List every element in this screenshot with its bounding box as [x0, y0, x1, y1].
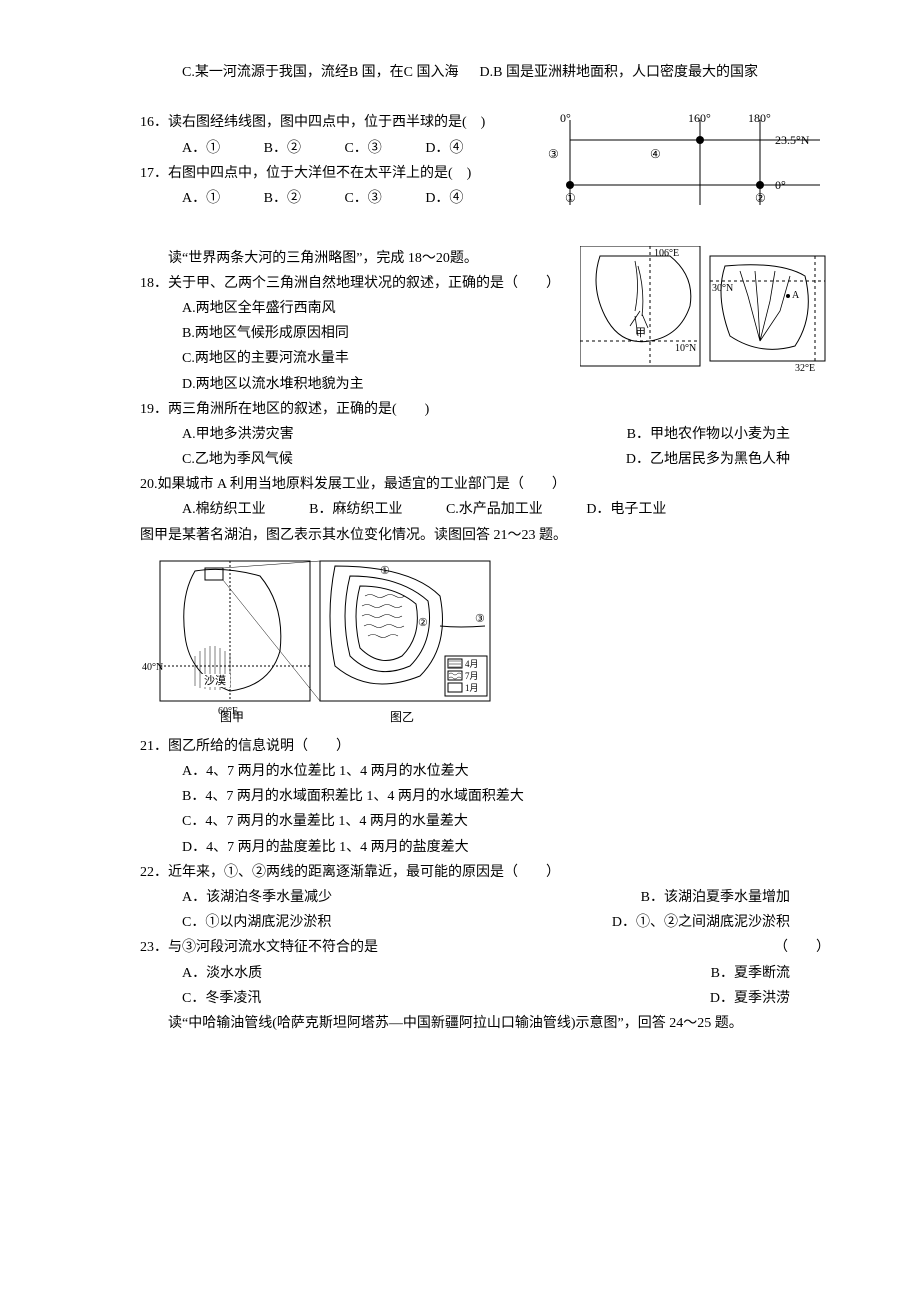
svg-text:①: ①: [565, 191, 576, 205]
q20-optC: C.水产品加工业: [446, 497, 543, 522]
q21-optD: D．4、7 两月的盐度差比 1、4 两月的盐度差大: [140, 835, 830, 860]
svg-text:180°: 180°: [748, 111, 771, 125]
svg-text:40°N: 40°N: [142, 662, 163, 673]
svg-text:106°E: 106°E: [654, 248, 679, 259]
q22-optD: D．①、②之间湖底泥沙淤积: [612, 910, 790, 935]
q22-optA: A．该湖泊冬季水量减少: [182, 885, 332, 910]
q22-optB: B．该湖泊夏季水量增加: [641, 885, 790, 910]
svg-text:图乙: 图乙: [390, 710, 414, 724]
svg-text:③: ③: [548, 147, 559, 161]
svg-text:①: ①: [380, 565, 390, 577]
svg-text:④: ④: [650, 147, 661, 161]
q19-row1: A.甲地多洪涝灾害 B．甲地农作物以小麦为主: [140, 422, 830, 447]
svg-text:②: ②: [755, 191, 766, 205]
q23-stem: 23．与③河段河流水文特征不符合的是: [140, 935, 774, 960]
svg-text:②: ②: [418, 617, 428, 629]
q16-options: A．① B．② C．③ D．④: [140, 136, 522, 161]
q23-row2: C．冬季凌汛 D．夏季洪涝: [140, 986, 830, 1011]
svg-text:0°: 0°: [560, 111, 571, 125]
q19-optC: C.乙地为季风气候: [182, 447, 293, 472]
q17-optC: C．③: [344, 186, 381, 211]
svg-text:7月: 7月: [465, 671, 479, 681]
q17-optB: B．②: [264, 186, 301, 211]
q19-optB: B．甲地农作物以小麦为主: [627, 422, 790, 447]
q16-optA: A．①: [182, 136, 220, 161]
svg-text:沙漠: 沙漠: [204, 674, 226, 687]
svg-text:③: ③: [475, 613, 485, 625]
q20-optD: D．电子工业: [586, 497, 666, 522]
q22-stem: 22．近年来，①、②两线的距离逐渐靠近，最可能的原因是（ ）: [140, 860, 830, 885]
q21-optC: C．4、7 两月的水量差比 1、4 两月的水量差大: [140, 809, 830, 834]
q23-row1: A．淡水水质 B．夏季断流: [140, 961, 830, 986]
q16-optC: C．③: [344, 136, 381, 161]
svg-text:0°: 0°: [775, 178, 786, 192]
q23-optD: D．夏季洪涝: [710, 986, 790, 1011]
svg-text:30°N: 30°N: [712, 283, 733, 294]
q19-optD: D．乙地居民多为黑色人种: [626, 447, 790, 472]
q20-options: A.棉纺织工业 B．麻纺织工业 C.水产品加工业 D．电子工业: [140, 497, 830, 522]
q20-stem: 20.如果城市 A 利用当地原料发展工业，最适宜的工业部门是（ ）: [140, 472, 830, 497]
figure-deltas: 106°E 10°N 甲 A 30°N 32°E: [580, 246, 830, 376]
q21-lead: 图甲是某著名湖泊，图乙表示其水位变化情况。读图回答 21～23 题。: [140, 523, 830, 548]
q24-lead: 读“中哈输油管线(哈萨克斯坦阿塔苏—中国新疆阿拉山口输油管线)示意图”，回答 2…: [140, 1011, 830, 1036]
q21-stem: 21．图乙所给的信息说明（ ）: [140, 734, 830, 759]
q22-row2: C．①以内湖底泥沙淤积 D．①、②之间湖底泥沙淤积: [140, 910, 830, 935]
figure-lake: 40°N 60°E 沙漠 ①: [140, 556, 830, 726]
q19-stem: 19．两三角洲所在地区的叙述，正确的是( ): [140, 397, 830, 422]
svg-text:甲: 甲: [635, 327, 646, 339]
q17-stem: 17．右图中四点中，位于大洋但不在太平洋上的是( ): [140, 161, 522, 186]
svg-text:23.5°N: 23.5°N: [775, 133, 810, 147]
svg-text:32°E: 32°E: [795, 363, 815, 374]
q15-optD: D.B 国是亚洲耕地面积，人口密度最大的国家: [480, 65, 758, 80]
q20-optB: B．麻纺织工业: [309, 497, 402, 522]
svg-text:10°N: 10°N: [675, 343, 696, 354]
svg-text:4月: 4月: [465, 659, 479, 669]
q23-optB: B．夏季断流: [711, 961, 790, 986]
q16-optB: B．②: [264, 136, 301, 161]
q22-optC: C．①以内湖底泥沙淤积: [182, 910, 331, 935]
q22-row1: A．该湖泊冬季水量减少 B．该湖泊夏季水量增加: [140, 885, 830, 910]
figure-latlon: 0° 160° 180° 23.5°N 0° ① ② ③ ④: [530, 110, 830, 220]
q21-optB: B．4、7 两月的水域面积差比 1、4 两月的水域面积差大: [140, 784, 830, 809]
q16-stem: 16．读右图经纬线图，图中四点中，位于西半球的是( ): [140, 110, 522, 135]
q16-optD: D．④: [425, 136, 463, 161]
q21-optA: A．4、7 两月的水位差比 1、4 两月的水位差大: [140, 759, 830, 784]
q19-row2: C.乙地为季风气候 D．乙地居民多为黑色人种: [140, 447, 830, 472]
q23-optA: A．淡水水质: [182, 961, 262, 986]
q23-blank: （ ）: [774, 935, 830, 960]
svg-text:160°: 160°: [688, 111, 711, 125]
svg-text:A: A: [792, 290, 800, 301]
svg-text:图甲: 图甲: [220, 710, 244, 724]
q20-optA: A.棉纺织工业: [182, 497, 266, 522]
q17-optA: A．①: [182, 186, 220, 211]
svg-text:1月: 1月: [465, 683, 479, 693]
q15-options: C.某一河流源于我国，流经B 国，在C 国入海 D.B 国是亚洲耕地面积，人口密…: [140, 60, 830, 85]
q17-optD: D．④: [425, 186, 463, 211]
q23-stem-row: 23．与③河段河流水文特征不符合的是 （ ）: [140, 935, 830, 960]
q15-optC: C.某一河流源于我国，流经B 国，在C 国入海: [182, 65, 459, 80]
q23-optC: C．冬季凌汛: [182, 986, 261, 1011]
q19-optA: A.甲地多洪涝灾害: [182, 422, 294, 447]
q17-options: A．① B．② C．③ D．④: [140, 186, 522, 211]
